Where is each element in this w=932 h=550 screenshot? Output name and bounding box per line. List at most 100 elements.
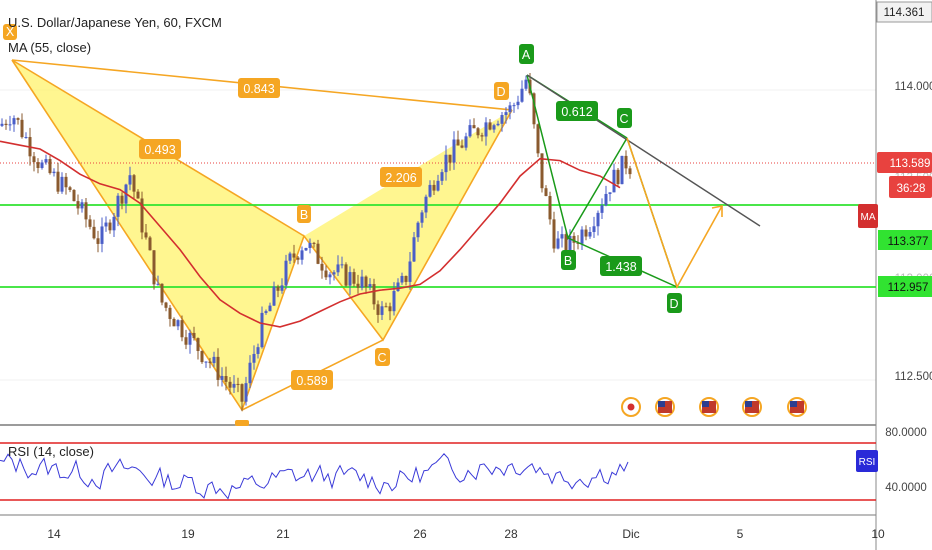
candle-body <box>300 250 304 260</box>
svg-text:C: C <box>377 351 386 365</box>
candle-body <box>580 229 584 244</box>
candle-body <box>548 196 552 220</box>
candle-body <box>484 122 488 137</box>
candle-body <box>100 226 104 244</box>
candle-body <box>128 175 132 185</box>
candle-body <box>40 162 44 168</box>
candle-body <box>540 153 544 189</box>
svg-text:MA: MA <box>861 212 876 223</box>
candle-body <box>12 118 16 125</box>
candle-body <box>188 332 192 345</box>
candle-body <box>184 337 188 345</box>
candle-body <box>220 376 224 380</box>
projection-arrows <box>626 137 723 289</box>
candle-body <box>344 264 348 286</box>
candle-body <box>456 139 460 146</box>
bat-label-c: C <box>375 348 390 366</box>
candle-body <box>428 184 432 197</box>
svg-text:RSI: RSI <box>859 457 876 468</box>
abcd-point-labels: A B C D 0.612 1.438 <box>519 44 682 313</box>
candle-body <box>468 125 472 137</box>
candle-body <box>416 222 420 238</box>
candle-body <box>108 222 112 231</box>
time-label-26: 26 <box>413 527 427 541</box>
event-icon-us-3 <box>742 397 762 417</box>
candle-body <box>464 136 468 148</box>
candle-body <box>424 196 428 213</box>
price-axis[interactable]: 114.361 114.000 112.500 113.500 113.000 … <box>856 1 932 494</box>
candle-body <box>236 383 240 385</box>
candle-body <box>532 93 536 125</box>
time-label-28: 28 <box>504 527 518 541</box>
candle-body <box>228 381 232 388</box>
candle-body <box>176 320 180 327</box>
candle-body <box>384 306 388 308</box>
candle-body <box>340 264 344 266</box>
candle-body <box>612 169 616 193</box>
candle-body <box>328 274 332 278</box>
bat-label-a <box>235 420 249 426</box>
candle-body <box>80 202 84 209</box>
time-label-5: 5 <box>737 527 744 541</box>
candle-body <box>36 162 40 168</box>
candle-body <box>536 124 540 154</box>
candle-body <box>480 135 484 137</box>
candle-body <box>204 361 208 363</box>
candle-body <box>296 257 300 260</box>
price-tick-114: 114.000 <box>895 81 932 93</box>
svg-text:113.589: 113.589 <box>890 158 931 170</box>
candle-body <box>60 176 64 192</box>
bat-triangle-xab <box>12 60 304 410</box>
candle-body <box>624 155 628 169</box>
event-icon-jp <box>621 397 641 417</box>
svg-text:1.438: 1.438 <box>605 260 636 274</box>
candle-body <box>104 222 108 227</box>
candle-body <box>84 202 88 220</box>
event-icon-us-4 <box>787 397 807 417</box>
economic-events[interactable] <box>621 397 807 417</box>
time-label-14: 14 <box>47 527 61 541</box>
candle-body <box>516 101 520 106</box>
svg-text:0.493: 0.493 <box>144 143 175 157</box>
time-axis[interactable]: 14 19 21 26 28 Dic 5 10 <box>47 527 885 541</box>
candle-body <box>112 216 116 231</box>
trend-line[interactable] <box>526 74 761 227</box>
candle-body <box>76 201 80 209</box>
svg-text:112.957: 112.957 <box>888 282 929 294</box>
svg-text:0.612: 0.612 <box>561 105 592 119</box>
candle-body <box>544 188 548 197</box>
svg-text:0.843: 0.843 <box>243 82 274 96</box>
candle-body <box>460 145 464 148</box>
candle-body <box>68 187 72 190</box>
time-label-19: 19 <box>181 527 195 541</box>
candle-body <box>208 361 212 364</box>
candle-body <box>616 169 620 185</box>
bat-ratio-xab: 0.493 <box>139 139 181 159</box>
top-price-label-box <box>876 1 932 23</box>
candle-body <box>280 285 284 291</box>
candle-body <box>224 376 228 382</box>
bat-ratio-xd: 0.843 <box>238 78 280 98</box>
candle-body <box>4 123 8 126</box>
candle-body <box>276 286 280 291</box>
candle-body <box>436 180 440 191</box>
bat-label-b: B <box>297 205 311 223</box>
candle-body <box>396 282 400 292</box>
candle-body <box>420 212 424 223</box>
level-tag-2: 112.957 <box>878 276 932 297</box>
candle-body <box>16 118 20 120</box>
bat-pattern[interactable] <box>11 59 513 412</box>
svg-text:B: B <box>564 254 572 268</box>
candle-body <box>432 184 436 191</box>
candle-body <box>52 171 56 174</box>
abcd-ratio-ac: 0.612 <box>556 101 598 121</box>
candle-body <box>312 242 316 244</box>
candle-body <box>24 137 28 139</box>
abcd-pattern[interactable] <box>526 74 678 288</box>
candle-body <box>604 193 608 206</box>
candle-body <box>268 305 272 312</box>
svg-text:36:28: 36:28 <box>897 183 926 195</box>
candle-body <box>512 105 516 107</box>
candle-body <box>568 235 572 254</box>
